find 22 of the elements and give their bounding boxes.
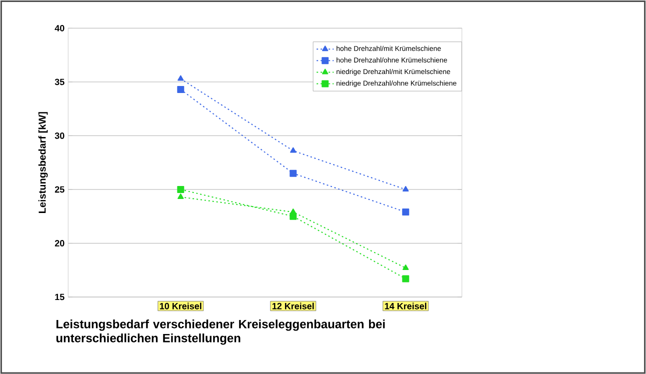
point [178, 193, 184, 199]
y-tick-label: 20 [54, 240, 64, 246]
point [402, 208, 410, 216]
x-tick-label: 12 Kreisel [272, 302, 314, 310]
text: Leistungsbedarf verschiedener Kreiseleggenbauarten bei unterschiedlichen Einstellungen [56, 319, 385, 345]
point [177, 186, 184, 193]
x-tick-label: 10 Kreisel [160, 302, 202, 310]
point [402, 264, 409, 270]
y-axis-title: Leistungsbedarf [kW] [38, 112, 48, 213]
point [177, 86, 184, 93]
x-tick-label: 14 Kreisel [384, 302, 426, 310]
point [290, 212, 297, 220]
point [290, 147, 296, 153]
point [402, 275, 410, 282]
y-tick-label: 40 [54, 24, 64, 32]
y-tick-label: 30 [54, 132, 64, 139]
y-tick-label: 35 [54, 78, 64, 86]
point [402, 186, 409, 192]
y-tick-label: 25 [54, 186, 64, 193]
point [290, 170, 297, 177]
y-tick-label: 15 [55, 294, 64, 300]
point [178, 75, 184, 81]
